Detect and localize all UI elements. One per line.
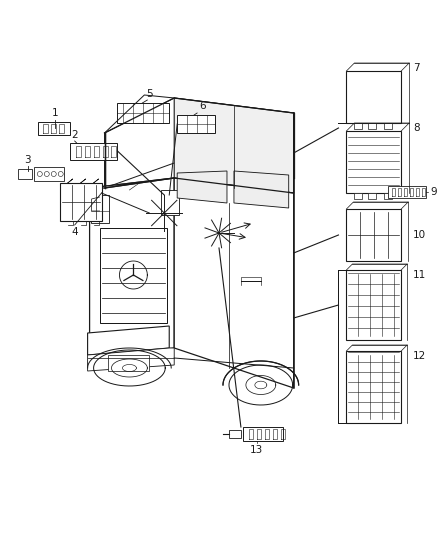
Text: 12: 12: [413, 351, 426, 361]
Bar: [161, 190, 179, 215]
Bar: [368, 193, 376, 199]
Bar: [91, 195, 109, 223]
Text: 10: 10: [413, 230, 426, 240]
Bar: [354, 123, 362, 129]
Text: 2: 2: [71, 130, 78, 140]
Bar: [177, 115, 215, 133]
Text: 8: 8: [413, 123, 420, 133]
Bar: [354, 193, 362, 199]
Bar: [346, 71, 401, 123]
Text: 7: 7: [413, 63, 420, 73]
Polygon shape: [174, 98, 293, 193]
Text: 3: 3: [25, 155, 31, 165]
Bar: [34, 167, 64, 181]
Bar: [70, 143, 117, 160]
Text: 5: 5: [146, 89, 152, 99]
Bar: [38, 122, 70, 135]
Bar: [388, 186, 426, 198]
Bar: [346, 351, 401, 423]
Text: 9: 9: [430, 187, 437, 197]
Bar: [99, 228, 167, 323]
Text: 4: 4: [71, 227, 78, 237]
Text: 6: 6: [199, 101, 206, 111]
Polygon shape: [90, 178, 174, 188]
Polygon shape: [105, 98, 293, 188]
Bar: [384, 123, 392, 129]
Text: 1: 1: [51, 108, 58, 118]
Bar: [384, 193, 392, 199]
Bar: [117, 103, 169, 123]
Bar: [368, 123, 376, 129]
Text: 11: 11: [413, 270, 426, 280]
Polygon shape: [88, 348, 174, 371]
Bar: [243, 427, 283, 441]
Polygon shape: [174, 178, 293, 388]
Polygon shape: [234, 171, 289, 208]
Text: 13: 13: [250, 445, 264, 455]
Polygon shape: [177, 171, 227, 203]
Bar: [18, 169, 32, 179]
Bar: [60, 183, 102, 221]
Polygon shape: [88, 326, 169, 355]
Bar: [346, 131, 401, 193]
Bar: [107, 355, 149, 371]
Bar: [346, 209, 401, 261]
Bar: [346, 270, 401, 340]
Polygon shape: [90, 178, 174, 358]
Bar: [229, 430, 241, 438]
